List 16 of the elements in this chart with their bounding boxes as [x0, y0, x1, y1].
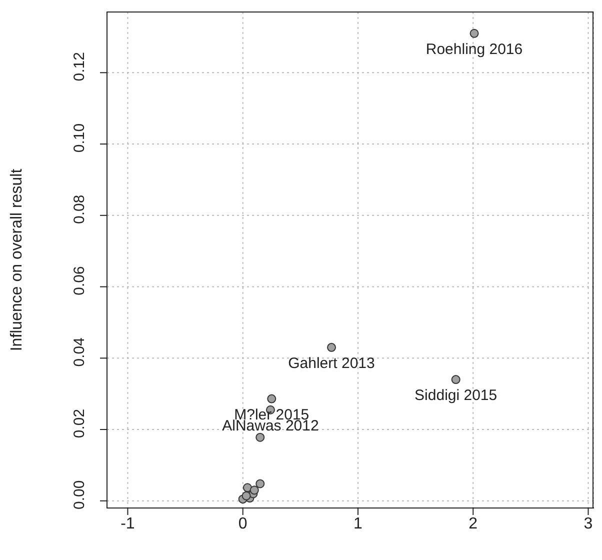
- y-tick-label: 0.00: [71, 480, 88, 510]
- y-axis-title: Influence on overall result: [8, 168, 26, 352]
- x-tick-label: -1: [120, 515, 135, 532]
- y-tick-label: 0.04: [71, 338, 88, 367]
- x-tick-label: 0: [238, 515, 248, 532]
- annotation: Gahlert 2013: [288, 355, 375, 372]
- annotation: Roehling 2016: [426, 41, 523, 58]
- x-tick-label: 1: [354, 515, 363, 532]
- y-tick-label: 0.02: [71, 408, 88, 438]
- x-tick-label: 2: [468, 515, 478, 532]
- x-tick-label: 3: [584, 515, 593, 532]
- y-tick-label: 0.10: [71, 123, 88, 153]
- annotation: Siddigi 2015: [414, 387, 498, 404]
- y-tick-label: 0.12: [71, 52, 88, 82]
- y-tick-label: 0.06: [71, 266, 88, 296]
- y-tick-label: 0.08: [71, 194, 88, 224]
